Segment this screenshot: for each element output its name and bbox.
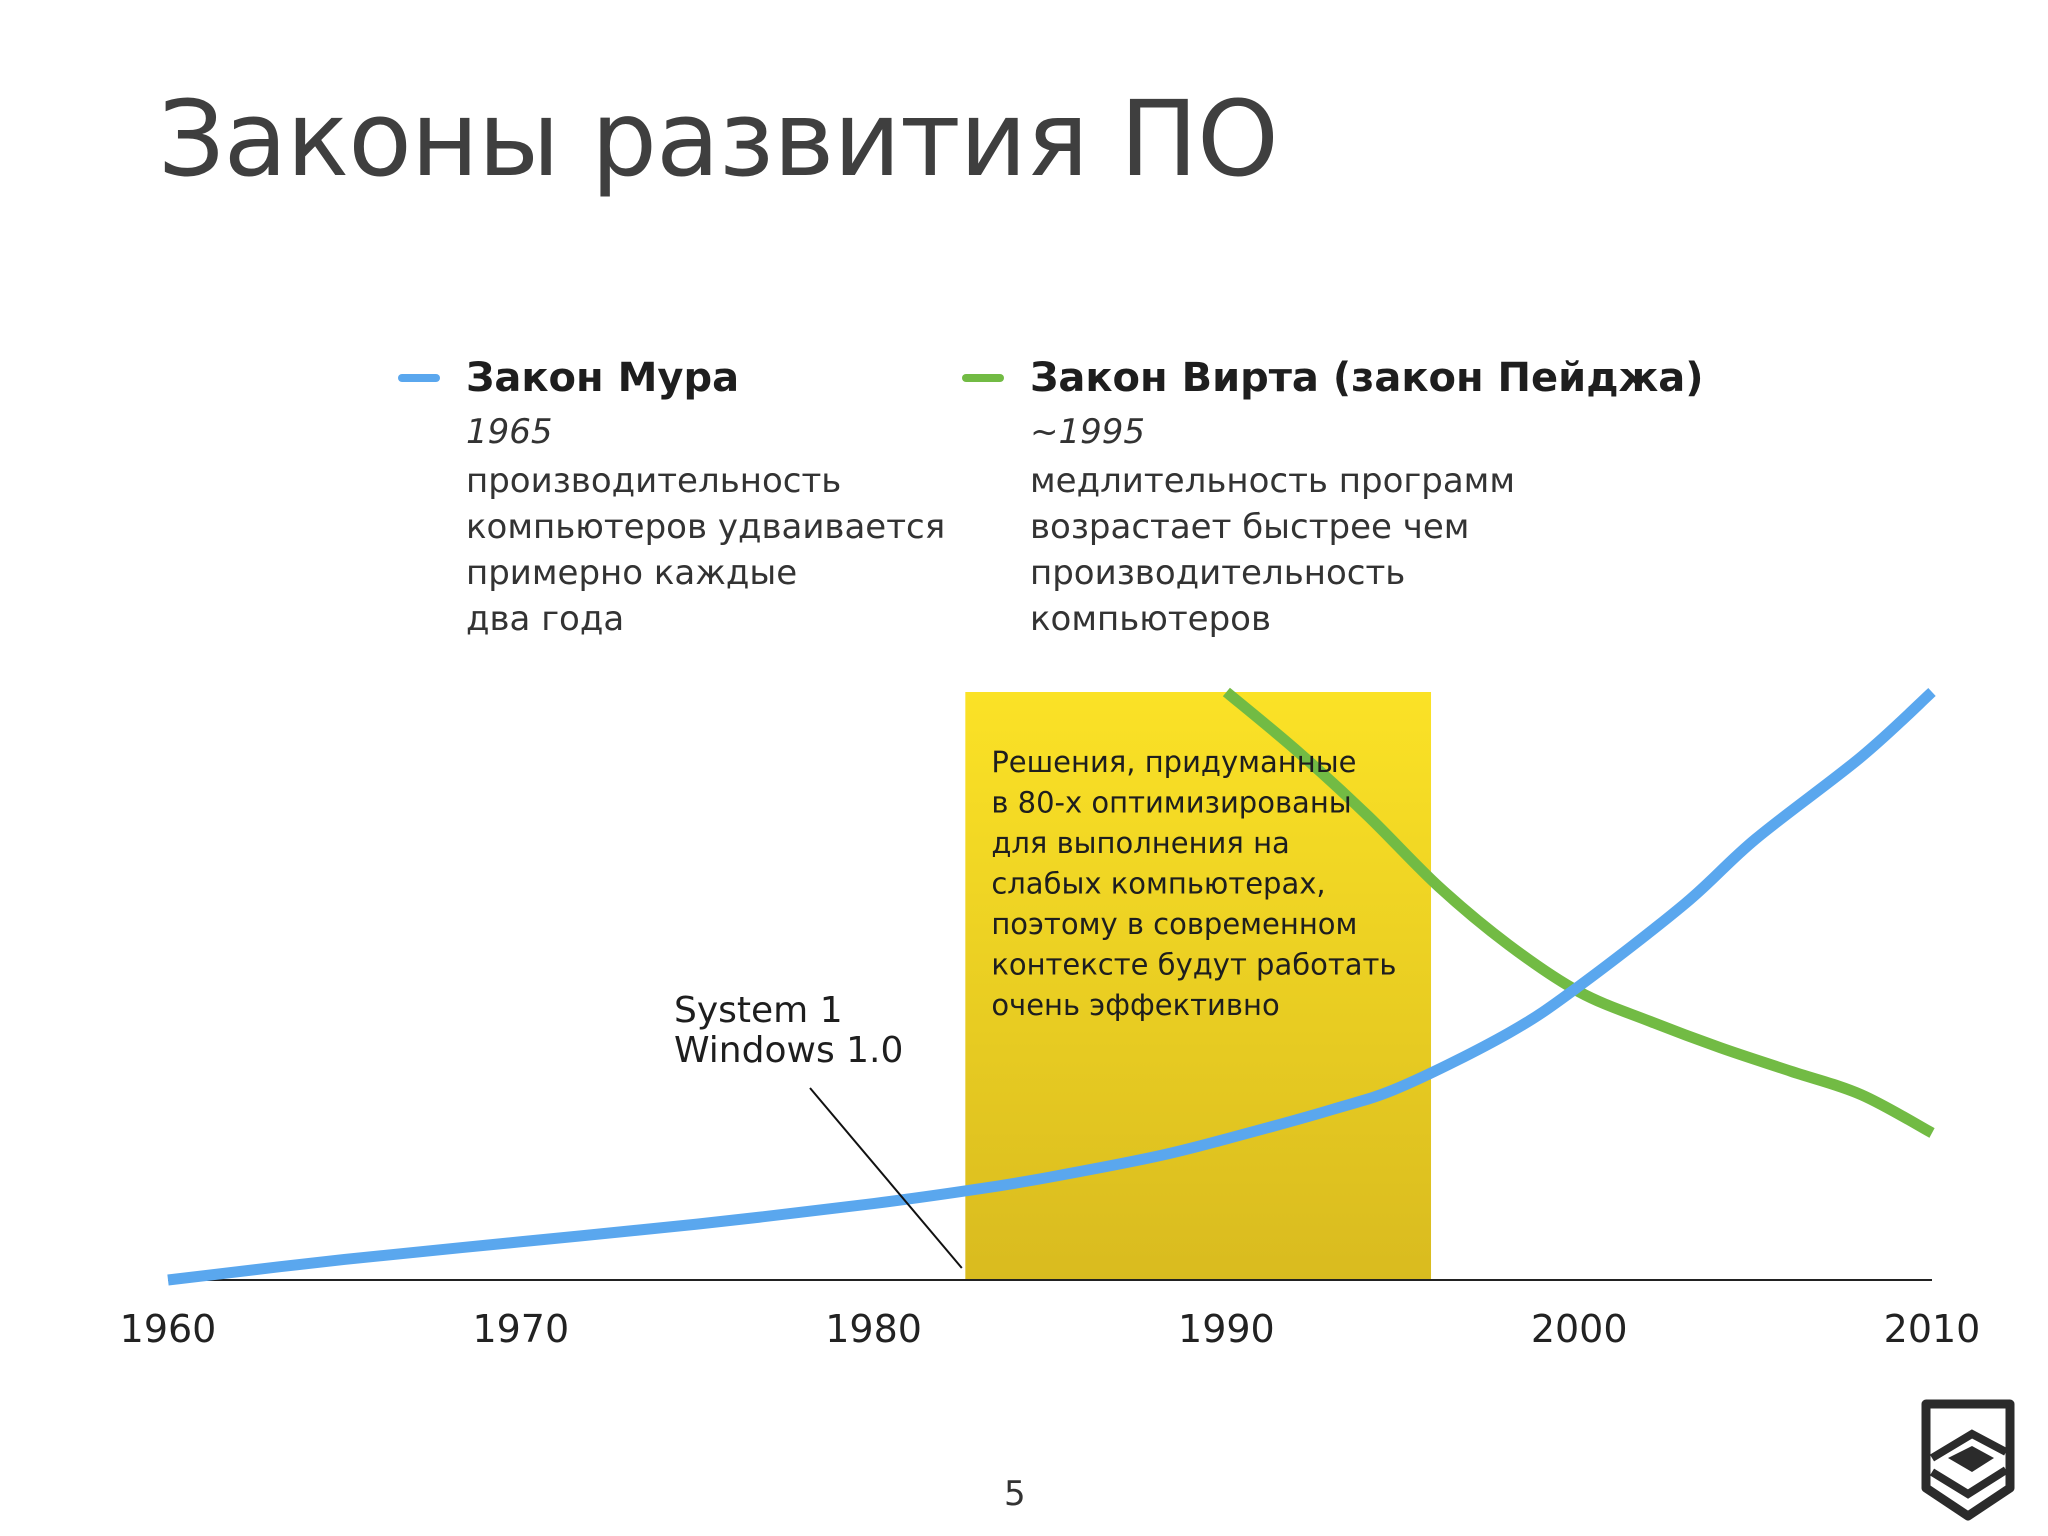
series-line [167,687,1936,1286]
legend-desc-line: производительность [1030,553,1406,593]
legend-swatch-wirth [962,374,1004,382]
brand-logo-icon [1921,1399,2015,1521]
legend-desc-line: примерно каждые [466,553,798,593]
highlight-text-line: поэтому в современном [991,907,1357,941]
x-tick-label: 1990 [1178,1307,1275,1351]
legend-year: 1965 [466,412,553,452]
legend-name: Закон Вирта (закон Пейджа) [1030,355,1704,401]
highlight-text-line: контексте будут работать [991,948,1396,982]
x-tick-label: 1980 [825,1307,922,1351]
page-title: Законы развития ПО [158,78,1279,200]
highlight-text-line: Решения, придуманные [991,745,1356,779]
legend-desc-line: производительность [466,461,842,501]
page-number: 5 [1004,1474,1026,1514]
legend-desc-line: возрастает быстрее чем [1030,507,1470,547]
legend-desc-line: два года [466,599,625,639]
x-tick-label: 1960 [120,1307,217,1351]
legend-desc-line: компьютеров [1030,599,1272,639]
legend-desc-line: медлительность программ [1030,461,1515,501]
annotation-text-line: Windows 1.0 [674,1030,903,1071]
highlight-text-line: для выполнения на [991,826,1289,860]
x-tick-label: 2010 [1884,1307,1981,1351]
legend-desc-line: компьютеров удваивается [466,507,946,547]
highlight-text-line: слабых компьютерах, [991,867,1325,901]
highlight-text-line: очень эффективно [991,988,1279,1022]
highlight-band [965,692,1432,1280]
annotation-text-line: System 1 [674,990,843,1031]
x-tick-label: 1970 [472,1307,569,1351]
highlight-text-line: в 80-х оптимизированы [991,786,1351,820]
x-tick-label: 2000 [1531,1307,1628,1351]
legend-name: Закон Мура [466,355,740,401]
series-line [1222,687,1935,1138]
annotation-leader [809,1087,963,1269]
legend-year: ~1995 [1030,412,1146,452]
legend-swatch-moore [398,374,440,382]
